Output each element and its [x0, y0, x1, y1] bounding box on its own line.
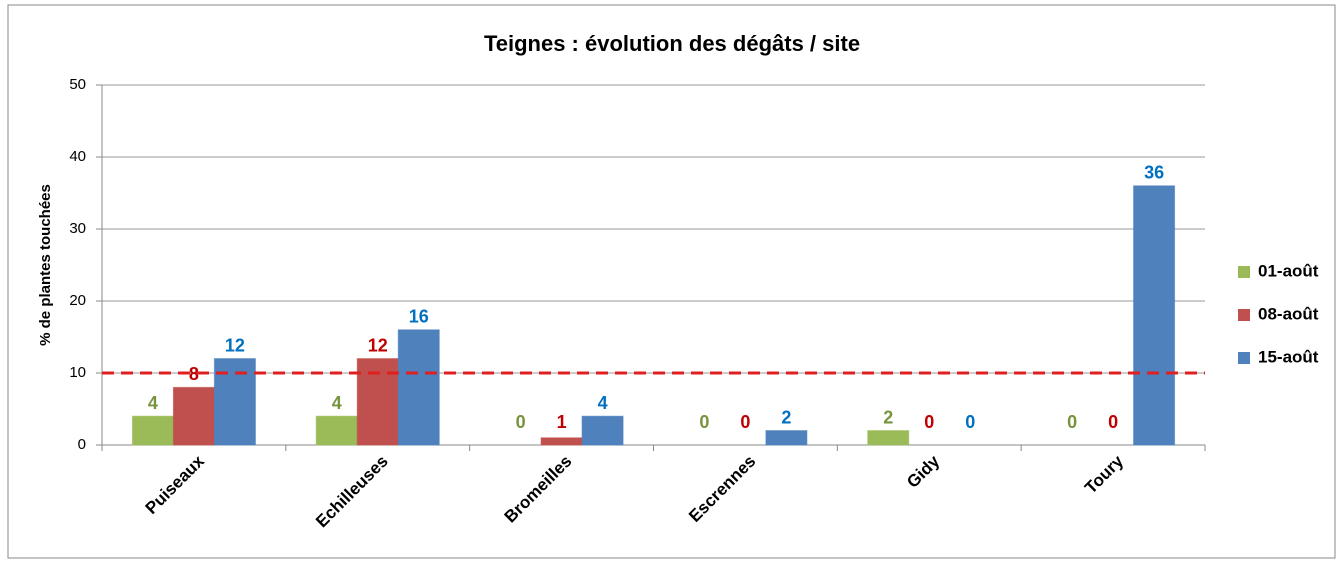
value-label: 0 — [924, 412, 934, 432]
value-label: 12 — [368, 335, 388, 355]
value-label: 0 — [516, 412, 526, 432]
bar — [581, 415, 624, 446]
value-label: 1 — [557, 412, 567, 432]
value-label: 2 — [781, 407, 791, 427]
y-tick-label: 10 — [69, 364, 86, 381]
value-label: 36 — [1144, 163, 1164, 183]
bar — [315, 415, 358, 446]
legend-label: 15-août — [1258, 347, 1319, 366]
value-label: 4 — [598, 393, 608, 413]
legend-swatch — [1238, 309, 1250, 321]
y-tick-label: 50 — [69, 76, 86, 93]
bar — [131, 415, 174, 446]
bar — [765, 430, 808, 446]
legend-label: 01-août — [1258, 261, 1319, 280]
value-label: 0 — [740, 412, 750, 432]
bar — [867, 430, 910, 446]
value-label: 0 — [965, 412, 975, 432]
y-tick-label: 40 — [69, 148, 86, 165]
value-label: 16 — [409, 307, 429, 327]
legend-swatch — [1238, 352, 1250, 364]
value-label: 0 — [699, 412, 709, 432]
value-label: 4 — [332, 393, 342, 413]
y-tick-label: 20 — [69, 292, 86, 309]
value-label: 8 — [189, 364, 199, 384]
bar — [540, 437, 583, 446]
value-label: 0 — [1067, 412, 1077, 432]
value-label: 0 — [1108, 412, 1118, 432]
y-tick-label: 0 — [78, 436, 86, 453]
y-axis-label: % de plantes touchées — [37, 184, 54, 346]
y-tick-label: 30 — [69, 220, 86, 237]
chart-title: Teignes : évolution des dégâts / site — [484, 31, 860, 56]
legend-swatch — [1238, 266, 1250, 278]
legend-label: 08-août — [1258, 304, 1319, 323]
bar — [397, 329, 440, 446]
value-label: 12 — [225, 335, 245, 355]
chart-frame — [7, 4, 1336, 559]
value-label: 4 — [148, 393, 158, 413]
bar — [1133, 185, 1176, 446]
bar — [172, 386, 215, 446]
value-label: 2 — [883, 407, 893, 427]
